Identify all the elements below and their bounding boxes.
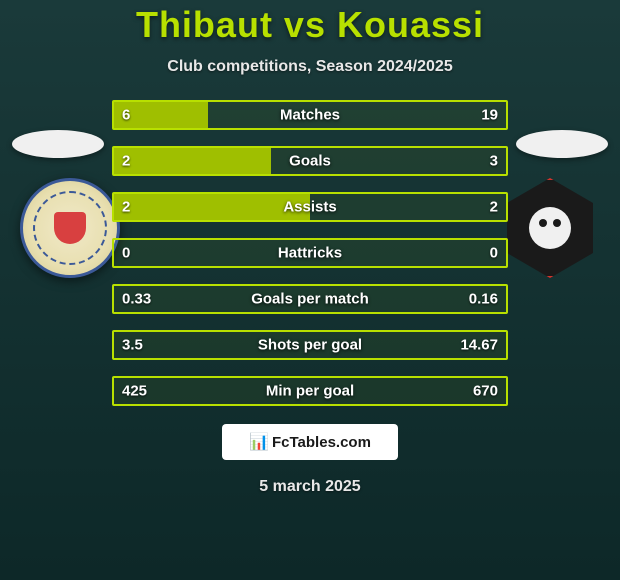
bar-right-value: 0.16 <box>469 291 498 308</box>
comparison-bars: 6 19 Matches 2 3 Goals 2 2 Assists 0 0 Hattricks 0.3… <box>112 100 508 406</box>
bar-fill <box>114 148 271 174</box>
bar-label: Goals per match <box>251 291 369 308</box>
bar-left-value: 3.5 <box>122 337 143 354</box>
bar-left-value: 425 <box>122 383 147 400</box>
club-badge-left-crest <box>54 212 86 244</box>
bar-label: Goals <box>289 153 331 170</box>
bar-row: 0 0 Hattricks <box>112 238 508 268</box>
club-badge-left <box>20 178 120 278</box>
watermark: 📊 FcTables.com <box>222 424 398 460</box>
bar-right-value: 19 <box>481 107 498 124</box>
flag-right <box>516 130 608 158</box>
bar-right-value: 3 <box>490 153 498 170</box>
club-badge-right-crest <box>529 207 571 249</box>
watermark-text: FcTables.com <box>272 434 371 451</box>
bar-label: Shots per goal <box>258 337 362 354</box>
bar-fill <box>114 194 310 220</box>
bar-row: 2 3 Goals <box>112 146 508 176</box>
bar-label: Min per goal <box>266 383 354 400</box>
header: Thibaut vs Kouassi Club competitions, Se… <box>0 0 620 76</box>
bar-right-value: 2 <box>490 199 498 216</box>
bar-label: Matches <box>280 107 340 124</box>
bar-left-value: 2 <box>122 153 130 170</box>
bar-label: Assists <box>283 199 336 216</box>
bar-left-value: 6 <box>122 107 130 124</box>
page-title: Thibaut vs Kouassi <box>0 4 620 46</box>
bar-label: Hattricks <box>278 245 342 262</box>
bar-row: 2 2 Assists <box>112 192 508 222</box>
bar-left-value: 0 <box>122 245 130 262</box>
club-badge-right <box>500 178 600 278</box>
bar-row: 6 19 Matches <box>112 100 508 130</box>
bar-row: 425 670 Min per goal <box>112 376 508 406</box>
subtitle: Club competitions, Season 2024/2025 <box>0 58 620 76</box>
bar-right-value: 0 <box>490 245 498 262</box>
bar-row: 0.33 0.16 Goals per match <box>112 284 508 314</box>
bar-right-value: 14.67 <box>460 337 498 354</box>
bar-row: 3.5 14.67 Shots per goal <box>112 330 508 360</box>
flag-left <box>12 130 104 158</box>
chart-icon: 📊 <box>249 432 266 452</box>
bar-left-value: 2 <box>122 199 130 216</box>
bar-left-value: 0.33 <box>122 291 151 308</box>
footer-date: 5 march 2025 <box>0 478 620 496</box>
bar-right-value: 670 <box>473 383 498 400</box>
